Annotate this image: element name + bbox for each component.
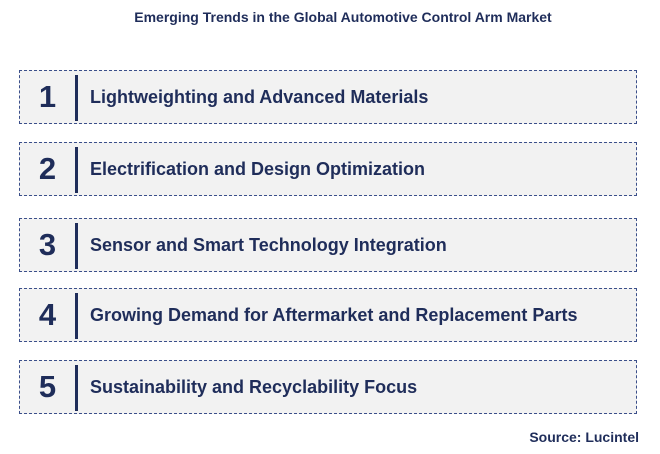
trend-label: Electrification and Design Optimization	[90, 158, 426, 179]
trend-number: 1	[38, 79, 57, 114]
trend-number: 2	[38, 151, 57, 186]
trend-number: 4	[38, 297, 57, 332]
trend-number: 3	[38, 227, 57, 262]
trend-item-5: 5 Sustainability and Recyclability Focus	[19, 360, 637, 414]
trend-divider	[75, 75, 78, 121]
trend-item-4: 4 Growing Demand for Aftermarket and Rep…	[19, 288, 637, 342]
trend-item-2: 2 Electrification and Design Optimizatio…	[19, 142, 637, 196]
trend-label: Lightweighting and Advanced Materials	[90, 86, 429, 107]
trend-divider	[75, 223, 78, 269]
trend-item-1: 1 Lightweighting and Advanced Materials	[19, 70, 637, 124]
source-note: Source: Lucintel	[529, 429, 639, 445]
trend-item-3: 3 Sensor and Smart Technology Integratio…	[19, 218, 637, 272]
trend-divider	[75, 293, 78, 339]
trend-label: Growing Demand for Aftermarket and Repla…	[90, 304, 578, 325]
trend-label: Sensor and Smart Technology Integration	[90, 234, 447, 255]
trend-divider	[75, 365, 78, 411]
diagram-title: Emerging Trends in the Global Automotive…	[134, 9, 552, 25]
trend-label: Sustainability and Recyclability Focus	[90, 376, 418, 397]
trend-divider	[75, 147, 78, 193]
trend-number: 5	[38, 369, 57, 404]
